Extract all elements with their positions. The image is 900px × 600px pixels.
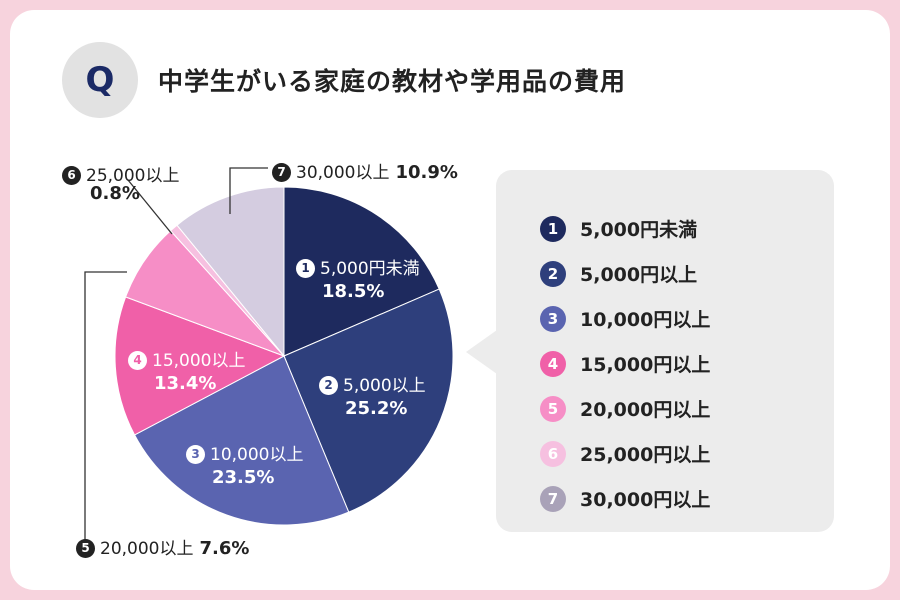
- legend-pointer: [466, 330, 497, 374]
- slice-label-1: 1 5,000円未満 18.5%: [296, 254, 420, 302]
- slice-label-3: 3 10,000以上 23.5%: [186, 440, 303, 488]
- legend-label-3: 10,000円以上: [580, 309, 711, 331]
- slice-name-2: 5,000以上: [343, 376, 426, 396]
- page-title: 中学生がいる家庭の教材や学用品の費用: [158, 67, 627, 96]
- slice-name-7: 30,000以上: [296, 163, 390, 183]
- slice-value-6: 0.8%: [90, 183, 140, 204]
- legend-item-4: 4 15,000円以上: [540, 341, 710, 386]
- slice-number-5: 5: [76, 539, 95, 558]
- slice-name-3: 10,000以上: [210, 445, 304, 465]
- slice-value-2: 25.2%: [345, 398, 408, 419]
- slice-name-1: 5,000円未満: [320, 259, 420, 279]
- pie-slice-2: [283, 288, 454, 513]
- slice-name-5: 20,000以上: [100, 539, 194, 559]
- slice-number-4: 4: [128, 351, 147, 370]
- legend-label-6: 25,000円以上: [580, 444, 711, 466]
- legend-label-1: 5,000円未満: [580, 219, 698, 241]
- pie-slice-7: [176, 186, 285, 358]
- slice-label-6: 6 25,000以上: [62, 161, 179, 186]
- legend-label-4: 15,000円以上: [580, 354, 711, 376]
- slice-value-4: 13.4%: [154, 373, 217, 394]
- slice-value-5: 7.6%: [199, 538, 250, 559]
- slice-value-7: 10.9%: [395, 162, 458, 183]
- slice-label-7: 7 30,000以上 10.9%: [272, 158, 458, 183]
- leader-line-6: [127, 179, 173, 235]
- slice-value-1: 18.5%: [322, 281, 385, 302]
- legend-item-2: 2 5,000円以上: [540, 251, 710, 296]
- legend-number-1: 1: [540, 215, 566, 242]
- legend-item-6: 6 25,000円以上: [540, 431, 710, 476]
- slice-number-7: 7: [272, 163, 291, 182]
- legend-number-4: 4: [540, 350, 566, 377]
- legend-item-1: 1 5,000円未満: [540, 206, 710, 251]
- legend-label-7: 30,000円以上: [580, 489, 711, 511]
- leader-line-5: [84, 271, 127, 540]
- slice-number-6: 6: [62, 166, 81, 185]
- legend-item-3: 3 10,000円以上: [540, 296, 710, 341]
- slice-number-2: 2: [319, 376, 338, 395]
- legend: 1 5,000円未満 2 5,000円以上 3 10,000円以上 4 15,000円以上 5 2…: [540, 206, 710, 521]
- slice-label-5: 5 20,000以上 7.6%: [76, 534, 249, 559]
- legend-number-7: 7: [540, 485, 566, 512]
- pie-slices: [114, 186, 454, 526]
- slice-label-4: 4 15,000以上 13.4%: [128, 346, 245, 394]
- slice-label-2: 2 5,000以上 25.2%: [319, 371, 426, 419]
- legend-number-3: 3: [540, 305, 566, 332]
- legend-item-5: 5 20,000円以上: [540, 386, 710, 431]
- slice-number-1: 1: [296, 259, 315, 278]
- slice-name-4: 15,000以上: [152, 351, 246, 371]
- legend-number-2: 2: [540, 260, 566, 287]
- slice-number-3: 3: [186, 445, 205, 464]
- slice-name-6: 25,000以上: [86, 166, 180, 186]
- slice-value-3: 23.5%: [212, 467, 275, 488]
- legend-item-7: 7 30,000円以上: [540, 476, 710, 521]
- legend-label-2: 5,000円以上: [580, 264, 698, 286]
- leader-lines: [84, 167, 268, 540]
- legend-number-6: 6: [540, 440, 566, 467]
- pie-slice-1: [283, 186, 440, 357]
- legend-number-5: 5: [540, 395, 566, 422]
- pie-slice-3: [133, 355, 350, 526]
- pie-slice-4: [114, 296, 286, 436]
- leader-line-7: [229, 167, 268, 214]
- question-badge: Q: [62, 42, 138, 118]
- legend-label-5: 20,000円以上: [580, 399, 711, 421]
